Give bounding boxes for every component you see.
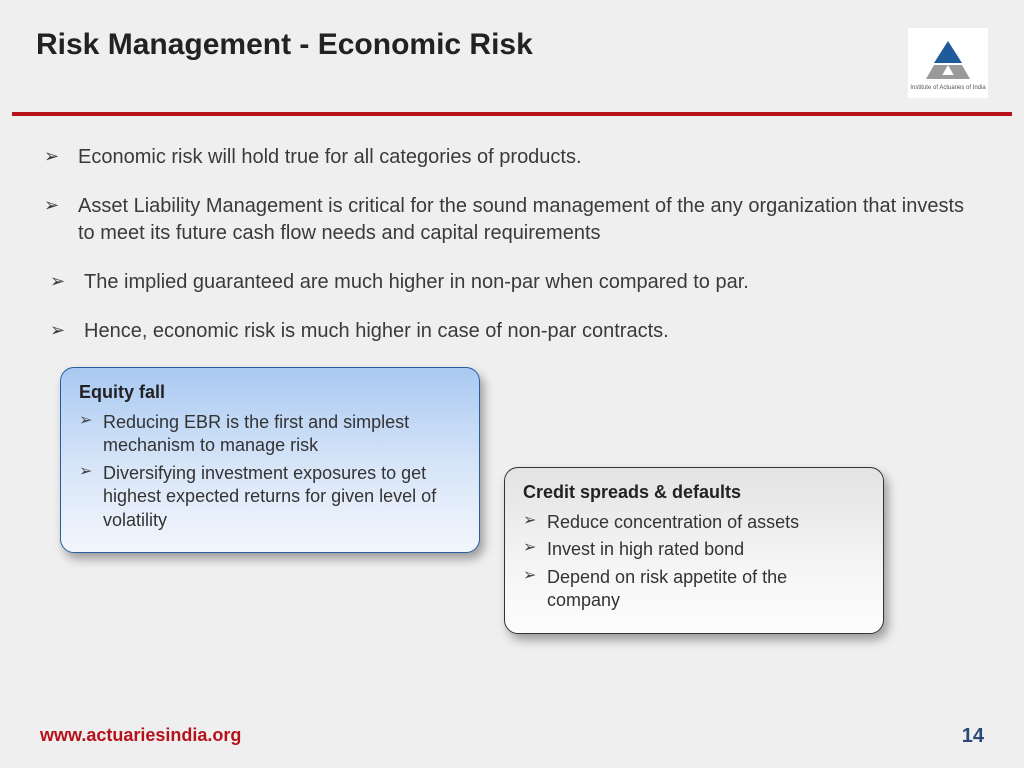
- slide-footer: www.actuariesindia.org 14: [0, 725, 1024, 748]
- bullet-item: The implied guaranteed are much higher i…: [44, 269, 980, 296]
- org-logo: Institute of Actuaries of India: [908, 28, 988, 98]
- bullet-item: Asset Liability Management is critical f…: [44, 193, 980, 247]
- card-item: Invest in high rated bond: [523, 538, 865, 561]
- page-number: 14: [962, 725, 984, 748]
- card-item: Reduce concentration of assets: [523, 511, 865, 534]
- logo-triangle-icon: [918, 39, 978, 83]
- card-title: Equity fall: [79, 382, 461, 403]
- equity-fall-card: Equity fall Reducing EBR is the first an…: [60, 367, 480, 553]
- slide-content: Economic risk will hold true for all cat…: [0, 116, 1024, 345]
- card-item: Depend on risk appetite of the company: [523, 566, 865, 613]
- main-bullet-list: Economic risk will hold true for all cat…: [44, 144, 980, 345]
- logo-caption: Institute of Actuaries of India: [910, 85, 985, 91]
- slide-title: Risk Management - Economic Risk: [36, 28, 533, 62]
- card-list: Reducing EBR is the first and simplest m…: [79, 411, 461, 532]
- card-list: Reduce concentration of assets Invest in…: [523, 511, 865, 613]
- card-item: Reducing EBR is the first and simplest m…: [79, 411, 461, 458]
- card-title: Credit spreads & defaults: [523, 482, 865, 503]
- bullet-item: Hence, economic risk is much higher in c…: [44, 318, 980, 345]
- bullet-item: Economic risk will hold true for all cat…: [44, 144, 980, 171]
- credit-card: Credit spreads & defaults Reduce concent…: [504, 467, 884, 634]
- slide-header: Risk Management - Economic Risk Institut…: [0, 0, 1024, 98]
- card-item: Diversifying investment exposures to get…: [79, 462, 461, 532]
- footer-url: www.actuariesindia.org: [40, 725, 241, 748]
